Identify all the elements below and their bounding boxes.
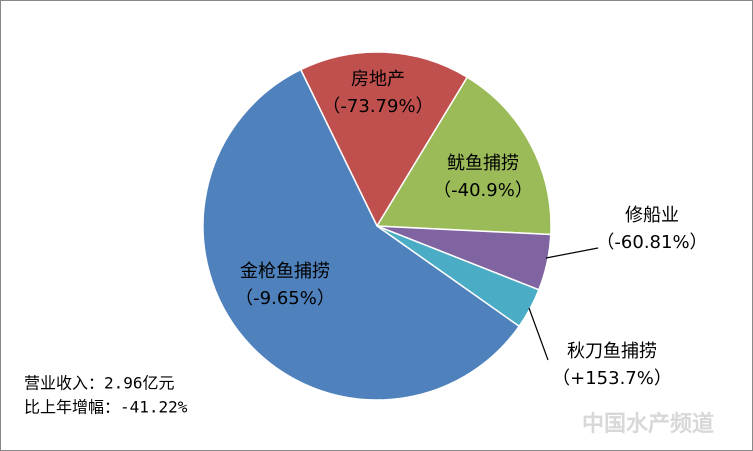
annotation: 比上年增幅：-41.22% <box>24 398 188 417</box>
slice-label: 秋刀鱼捕捞 <box>567 341 657 362</box>
annotation: 营业收入：2.96亿元 <box>24 374 175 393</box>
pie-slice <box>299 51 469 228</box>
pie-slice <box>202 68 521 401</box>
growth-label: （-60.81%） <box>596 232 707 253</box>
leader-line <box>545 247 599 259</box>
growth-label: （-9.65%） <box>235 288 335 309</box>
growth-label: （-73.79%） <box>322 96 433 117</box>
slice-label: 修船业 <box>625 205 679 226</box>
pie-slice <box>375 76 552 236</box>
watermark: 中国水产频道 <box>582 411 714 437</box>
growth-label: （-40.9%） <box>433 180 533 201</box>
slice-label: 鱿鱼捕捞 <box>447 153 519 174</box>
growth-label: （+153.7%） <box>552 368 672 389</box>
slice-label: 房地产 <box>351 69 405 90</box>
slice-label: 金枪鱼捕捞 <box>240 261 330 282</box>
leader-line <box>528 307 549 361</box>
